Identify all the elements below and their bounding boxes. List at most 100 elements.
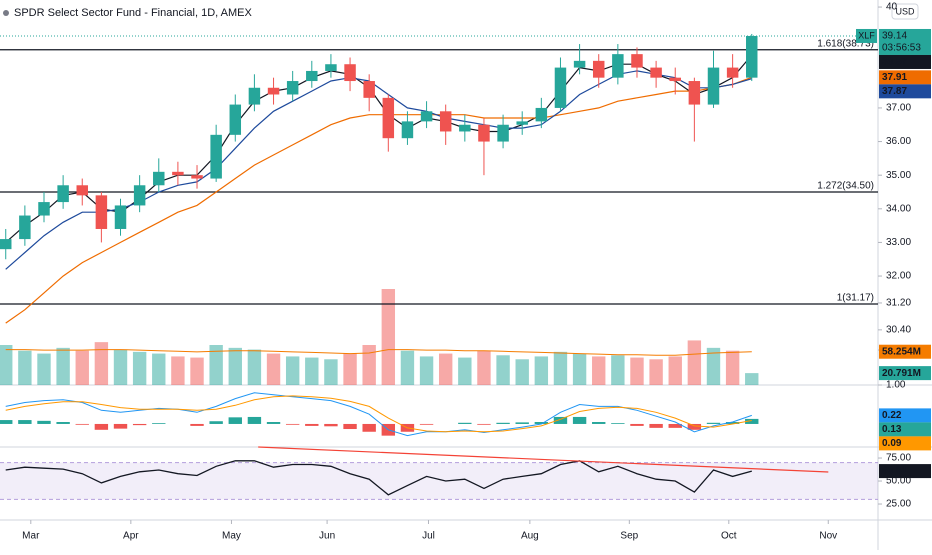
volume-bar	[324, 359, 338, 385]
macd-histogram-bar	[572, 416, 587, 424]
candle-body	[746, 35, 758, 78]
volume-ma-line	[5, 349, 752, 356]
candle-body	[286, 81, 299, 95]
price-label: 58.254M	[882, 346, 921, 357]
volume-bar	[37, 353, 51, 385]
rsi-trendline	[258, 446, 829, 473]
candle-body	[172, 171, 184, 176]
macd-histogram-bar	[611, 423, 625, 424]
candle-body	[726, 67, 739, 78]
x-tick-label: May	[222, 531, 241, 542]
chart-title: SPDR Select Sector Fund - Financial, 1D,…	[14, 7, 252, 19]
rsi-band	[0, 462, 878, 500]
volume-bar	[18, 350, 32, 385]
volume-bar	[56, 347, 70, 385]
currency-badge[interactable]	[891, 3, 919, 20]
y-tick-label: 1.00	[886, 380, 906, 391]
candle-body	[707, 67, 720, 105]
volume-bar	[113, 349, 128, 385]
volume-bar	[725, 350, 740, 385]
volume-bar	[362, 345, 376, 385]
candle-body	[478, 124, 490, 142]
volume-bar	[668, 356, 682, 385]
macd-histogram-bar	[152, 423, 166, 424]
macd-histogram-bar	[324, 423, 338, 427]
macd-histogram-bar	[285, 423, 300, 425]
macd-histogram-bar	[113, 423, 128, 429]
macd-histogram-bar	[228, 417, 242, 424]
candle-body	[325, 64, 337, 71]
volume-bar	[745, 373, 759, 385]
price-label-box	[879, 54, 931, 69]
fib-level-label: 1.272(34.50)	[817, 181, 874, 192]
candle-body	[382, 97, 395, 139]
volume-bar	[171, 356, 185, 385]
volume-bar	[400, 350, 415, 385]
candle-body	[363, 81, 375, 98]
rsi-line	[5, 460, 752, 496]
volume-bar	[305, 357, 319, 385]
volume-bar	[247, 349, 262, 385]
y-tick-label: 40	[886, 2, 898, 13]
volume-bar	[209, 345, 223, 385]
candle-body	[612, 54, 624, 78]
y-tick-label: 36.00	[886, 136, 911, 147]
price-label-box	[879, 422, 931, 437]
x-tick-label: Apr	[123, 531, 139, 542]
candle-body	[76, 185, 88, 196]
last-price-label: 39.14	[882, 31, 907, 42]
macd-histogram-bar	[534, 422, 549, 424]
macd-histogram-bar	[343, 423, 357, 430]
volume-bar	[687, 340, 702, 385]
volume-bar	[381, 289, 396, 385]
y-tick-label: 31.20	[886, 298, 911, 309]
candle-body	[57, 185, 69, 203]
candle-body	[267, 87, 280, 95]
candle-body	[439, 111, 452, 132]
macd-histogram-bar	[305, 423, 319, 426]
candle-body	[38, 202, 50, 216]
price-label: 37.87	[882, 86, 907, 97]
volume-bar	[75, 350, 89, 385]
volume-bar	[343, 353, 357, 385]
volume-bar	[630, 357, 644, 385]
candle-body	[344, 64, 356, 82]
candle-body	[631, 54, 643, 68]
x-tick-label: Nov	[819, 531, 837, 542]
countdown-label: 03:56:53	[882, 43, 921, 54]
macd-signal-line	[5, 395, 752, 433]
volume-bar	[477, 350, 491, 385]
x-tick-label: Oct	[721, 531, 737, 542]
moving-average-line	[5, 70, 752, 270]
macd-histogram-bar	[94, 423, 109, 430]
x-tick-label: Jun	[319, 531, 335, 542]
volume-bar	[419, 356, 434, 385]
candle-body	[191, 175, 203, 179]
price-label: 60.81	[882, 466, 907, 477]
candle-body	[306, 70, 318, 82]
macd-histogram-bar	[209, 421, 223, 424]
macd-histogram-bar	[0, 420, 13, 424]
macd-histogram-bar	[56, 422, 70, 424]
price-label-box	[879, 70, 931, 85]
price-label: 0.13	[882, 424, 902, 435]
currency[interactable]: USD	[895, 6, 915, 16]
price-label: 38.57	[882, 57, 907, 68]
price-label-box	[879, 344, 931, 359]
volume-bar	[592, 356, 606, 385]
macd-histogram-bar	[132, 423, 147, 426]
price-label-box	[879, 464, 931, 479]
price-label-box	[879, 84, 931, 99]
candle-body	[248, 87, 261, 105]
candle-body	[19, 215, 31, 240]
volume-bar	[439, 353, 453, 385]
x-tick-label: Mar	[22, 531, 40, 542]
macd-histogram-bar	[247, 416, 262, 424]
candle-body	[688, 81, 701, 105]
candle-body	[133, 185, 146, 206]
symbol-box	[856, 28, 877, 43]
candle-body	[0, 239, 12, 250]
symbol-label: XLF	[858, 30, 875, 40]
